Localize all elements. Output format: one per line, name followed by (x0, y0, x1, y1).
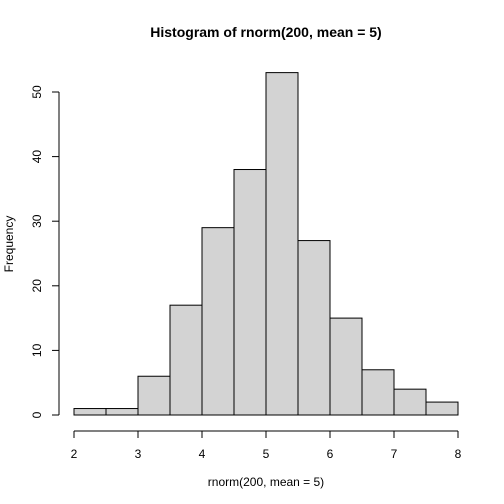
x-axis-label: rnorm(200, mean = 5) (208, 475, 324, 489)
y-axis-label: Frequency (2, 216, 16, 273)
histogram-bar-11 (425, 401, 459, 416)
histogram-bar-1 (105, 408, 139, 416)
histogram-bar-0 (73, 408, 107, 416)
histogram-bar-7 (297, 240, 331, 416)
y-tick-label-5: 50 (30, 85, 44, 99)
bars-group (73, 72, 459, 416)
histogram-bar-10 (393, 388, 427, 416)
x-tick-label-5: 7 (391, 447, 398, 461)
x-tick-label-4: 6 (327, 447, 334, 461)
x-tick-label-1: 3 (135, 447, 142, 461)
histogram-bar-5 (233, 169, 267, 416)
histogram-bar-2 (137, 375, 171, 416)
x-tick-label-3: 5 (263, 447, 270, 461)
x-tick-label-0: 2 (71, 447, 78, 461)
x-tick-label-6: 8 (455, 447, 462, 461)
x-tick-label-2: 4 (199, 447, 206, 461)
histogram-bar-6 (265, 72, 299, 416)
chart-title: Histogram of rnorm(200, mean = 5) (150, 24, 381, 40)
histogram-bar-4 (201, 227, 235, 416)
y-tick-label-4: 40 (30, 150, 44, 164)
y-tick-label-0: 0 (30, 411, 44, 418)
histogram-bar-3 (169, 304, 203, 416)
y-tick-label-3: 30 (30, 214, 44, 228)
histogram-bar-9 (361, 369, 395, 416)
x-axis: 2 3 4 5 6 7 8 (71, 430, 462, 461)
y-tick-label-2: 20 (30, 279, 44, 293)
y-axis: 0 10 20 30 40 50 (30, 85, 60, 418)
y-tick-label-1: 10 (30, 343, 44, 357)
histogram-bar-8 (329, 317, 363, 416)
